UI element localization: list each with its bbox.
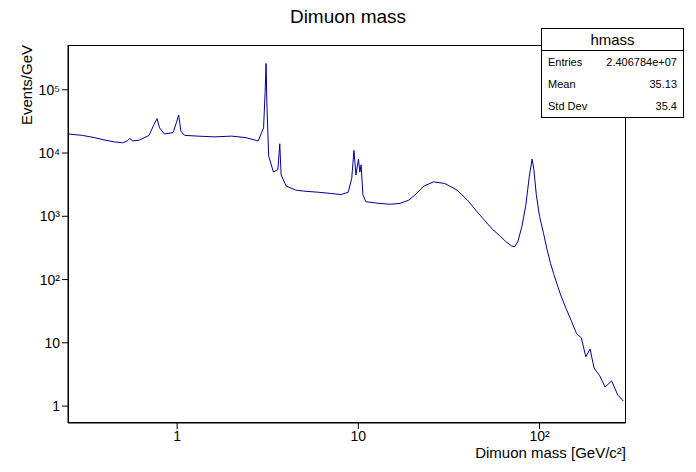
html-text:2.406784e+07: 2.406784e+07 [606,56,677,68]
html-text:35.4: 35.4 [655,100,677,112]
html-text:Dimuon mass: Dimuon mass [289,6,407,27]
html-text:hmass: hmass [590,31,635,48]
html-text:Entries: Entries [548,56,583,68]
svg-text:10²: 10² [40,272,61,288]
html-text:Mean: Mean [548,78,576,90]
svg-text:10⁴: 10⁴ [38,145,60,161]
html-text:35.13: 35.13 [649,78,677,90]
svg-text:10²: 10² [529,428,550,444]
svg-text:10: 10 [44,335,60,351]
html-text:Dimuon mass [GeV/c²]: Dimuon mass [GeV/c²] [475,444,626,461]
svg-text:10⁵: 10⁵ [39,82,60,98]
svg-text:10: 10 [351,428,367,444]
html-text:Events/GeV: Events/GeV [18,45,35,125]
html-text:Std Dev: Std Dev [548,100,588,112]
svg-text:1: 1 [52,398,60,414]
svg-text:10³: 10³ [40,208,61,224]
svg-text:1: 1 [173,428,181,444]
